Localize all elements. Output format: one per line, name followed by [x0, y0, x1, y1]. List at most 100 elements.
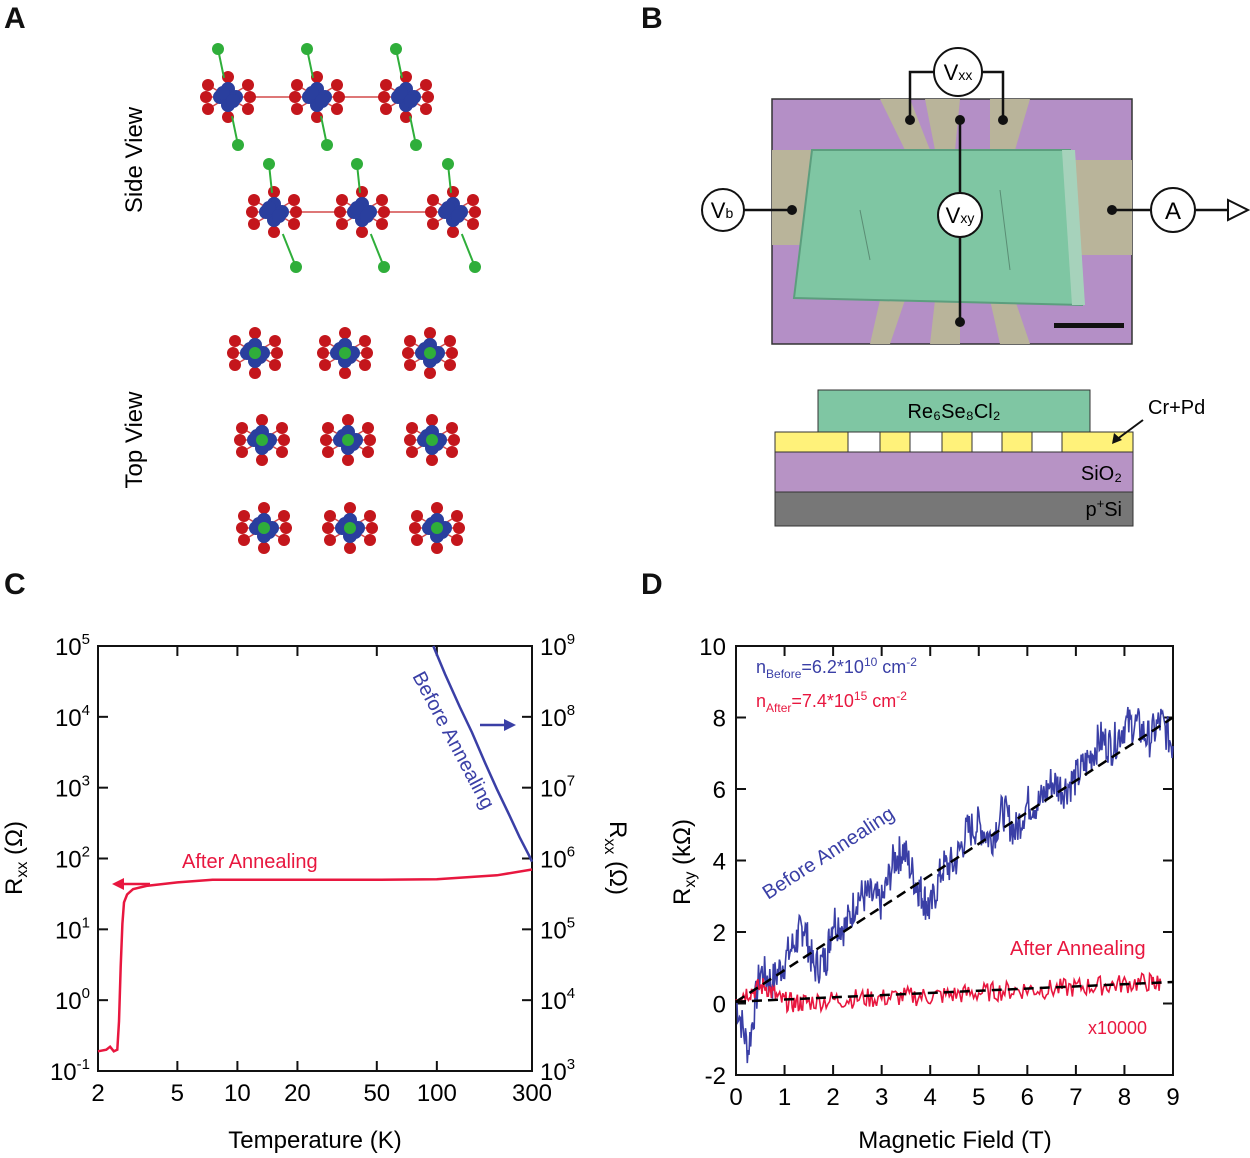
se-atom — [278, 534, 290, 546]
se-atom — [331, 103, 343, 115]
re-atom — [305, 86, 319, 100]
device-micrograph — [771, 98, 1133, 345]
se-atom — [278, 434, 290, 446]
flake-label: Re₆Se₈Cl₂ — [907, 401, 1000, 423]
panel-c-chart: 2 5 10 20 50 100 300 10-1 100 101 102 103 104 105 10… — [1, 631, 631, 1154]
se-atom — [320, 434, 332, 446]
left-tick-label-c: 100 — [55, 985, 90, 1015]
se-atom — [288, 194, 300, 206]
se-atom — [467, 218, 479, 230]
x-tick-label-c: 5 — [171, 1080, 184, 1107]
right-tick-label-c: 109 — [540, 631, 575, 661]
se-atom — [444, 335, 456, 347]
x-axis-ticks-c: 2 5 10 20 50 100 300 — [91, 646, 552, 1107]
se-atom — [453, 522, 465, 534]
se-atom — [376, 194, 388, 206]
se-atom — [451, 534, 463, 546]
cl-atom — [301, 43, 313, 55]
se-atom — [446, 422, 458, 434]
re-atom — [441, 201, 455, 215]
se-atom — [404, 335, 416, 347]
se-atom — [333, 91, 345, 103]
se-atom — [222, 71, 234, 83]
x-tick-label-d: 3 — [875, 1084, 888, 1111]
se-atom — [311, 111, 323, 123]
se-atom — [404, 359, 416, 371]
right-tick-label-c: 104 — [540, 985, 575, 1015]
ground-arrow — [1227, 198, 1250, 222]
meter-vxy: Vxy — [937, 192, 983, 238]
x-tick-label-d: 9 — [1166, 1084, 1179, 1111]
x-tick-label-c: 10 — [224, 1080, 251, 1107]
se-atom — [339, 367, 351, 379]
se-atom — [289, 91, 301, 103]
se-atom — [406, 446, 418, 458]
left-tick-label-c: 101 — [55, 914, 90, 944]
se-atom — [291, 79, 303, 91]
cl-atom — [431, 522, 443, 534]
n-before-label: nBefore=6.2*1010 cm-2 — [756, 655, 917, 681]
x-tick-label-c: 2 — [91, 1080, 104, 1107]
se-atom — [317, 347, 329, 359]
se-atom — [280, 522, 292, 534]
se-atom — [366, 522, 378, 534]
se-atom — [229, 359, 241, 371]
right-tick-label-c: 103 — [540, 1056, 575, 1086]
cl-atom — [212, 43, 224, 55]
se-atom — [431, 502, 443, 514]
x-tick-label-d: 2 — [826, 1084, 839, 1111]
y-tick-label-d: 10 — [699, 634, 726, 661]
left-tick-label-c: 105 — [55, 631, 90, 661]
cl-atom — [390, 43, 402, 55]
left-tick-label-c: 102 — [55, 844, 90, 874]
se-atom — [256, 454, 268, 466]
x-axis-label-c: Temperature (K) — [228, 1127, 401, 1154]
se-atom — [246, 206, 258, 218]
svg-text:A: A — [1165, 198, 1181, 225]
after-annealing-label-d: After Annealing — [1010, 938, 1146, 960]
se-atom — [258, 542, 270, 554]
y-tick-label-d: 6 — [713, 777, 726, 804]
left-axis-ticks-c: 10-1 100 101 102 103 104 105 — [50, 631, 108, 1086]
re-atom — [262, 201, 276, 215]
circuit-wires — [743, 70, 1228, 322]
before-annealing-curve-c — [432, 645, 534, 863]
se-atom — [339, 327, 351, 339]
contact-layer — [774, 431, 1134, 453]
fit-before-line-d — [735, 716, 1174, 1003]
panel-a: Side View Top View — [121, 43, 481, 554]
se-atom — [426, 454, 438, 466]
se-atom — [271, 347, 283, 359]
meter-vxx: Vxx — [933, 47, 983, 97]
panel-letter-b: B — [641, 2, 663, 35]
se-atom — [278, 510, 290, 522]
series-d — [735, 706, 1174, 1064]
x-tick-label-d: 1 — [778, 1084, 791, 1111]
se-atom — [324, 534, 336, 546]
panel-b: Vxx Vb Vxy A Re₆Se₈Cl₂ SiO₂ p+Si — [701, 47, 1250, 527]
svg-text:Vxy: Vxy — [946, 203, 975, 228]
se-atom — [336, 194, 348, 206]
se-atom — [378, 206, 390, 218]
fit-after-line-d — [735, 980, 1174, 1003]
se-atom — [322, 522, 334, 534]
panel-letter-d: D — [641, 568, 663, 601]
top-view-crystal-structure — [227, 327, 465, 554]
se-atom — [447, 226, 459, 238]
se-atom — [448, 434, 460, 446]
re-atom — [216, 86, 230, 100]
se-atom — [359, 335, 371, 347]
se-atom — [269, 335, 281, 347]
cl-atom — [249, 347, 261, 359]
se-atom — [290, 206, 302, 218]
se-atom — [236, 446, 248, 458]
x-axis-label-d: Magnetic Field (T) — [858, 1127, 1051, 1154]
side-view-label: Side View — [121, 106, 148, 213]
cl-atom — [232, 139, 244, 151]
se-atom — [249, 327, 261, 339]
se-atom — [258, 502, 270, 514]
x-tick-label-d: 7 — [1069, 1084, 1082, 1111]
series-c — [97, 645, 534, 1053]
side-view-crystal-structure — [200, 43, 481, 273]
se-atom — [311, 71, 323, 83]
